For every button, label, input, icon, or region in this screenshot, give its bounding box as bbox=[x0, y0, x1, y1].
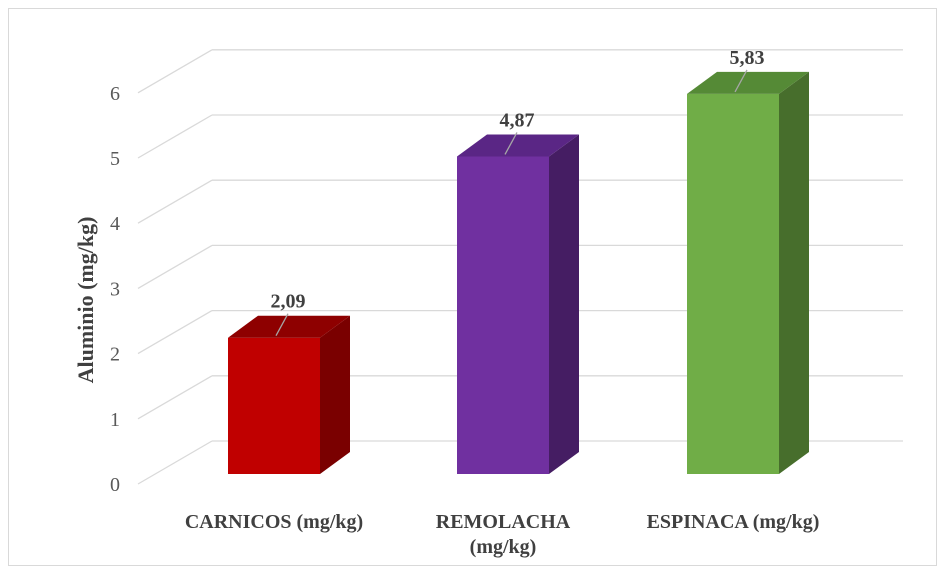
data-label-leader bbox=[734, 69, 748, 93]
x-category-line: REMOLACHA bbox=[436, 511, 571, 533]
gridline-diagonal bbox=[137, 375, 213, 420]
gridline-diagonal bbox=[137, 49, 213, 94]
y-tick-label: 5 bbox=[110, 148, 120, 170]
x-category-label: REMOLACHA (mg/kg) bbox=[436, 511, 571, 558]
data-label: 2,09 bbox=[271, 291, 306, 313]
gridline-diagonal bbox=[137, 244, 213, 289]
data-label-leader bbox=[275, 313, 289, 337]
bar-top-face bbox=[228, 315, 350, 338]
bar-side-face bbox=[779, 71, 809, 474]
bar-2 bbox=[457, 134, 579, 474]
data-labels: 2,09 4,87 5,83 bbox=[271, 47, 765, 337]
gridline-diagonal bbox=[137, 310, 213, 355]
y-tick-label: 2 bbox=[110, 344, 120, 366]
y-tick-label: 6 bbox=[110, 83, 120, 105]
y-tick-label: 4 bbox=[110, 213, 120, 235]
gridline-diagonal bbox=[137, 440, 213, 485]
bar-top-face bbox=[687, 71, 809, 94]
x-category-line: (mg/kg) bbox=[470, 536, 537, 558]
bar-top-face bbox=[457, 134, 579, 157]
x-category-line: ESPINACA (mg/kg) bbox=[647, 511, 820, 533]
bar-front-face bbox=[457, 156, 549, 474]
bar-side-face bbox=[320, 315, 350, 474]
y-axis-label: Aluminio (mg/kg) bbox=[73, 217, 98, 384]
y-tick-label: 0 bbox=[110, 474, 120, 496]
y-tick-label: 3 bbox=[110, 278, 120, 300]
x-category-line: CARNICOS (mg/kg) bbox=[185, 511, 363, 533]
y-tick-label: 1 bbox=[110, 409, 120, 431]
x-category-label: ESPINACA (mg/kg) bbox=[647, 511, 820, 533]
bar-front-face bbox=[687, 93, 779, 474]
bar-front-face bbox=[228, 337, 320, 474]
bar-side-face bbox=[549, 134, 579, 474]
data-label: 5,83 bbox=[730, 47, 765, 69]
x-category-label: CARNICOS (mg/kg) bbox=[185, 511, 363, 533]
gridline-diagonal bbox=[137, 114, 213, 159]
bars bbox=[228, 71, 809, 474]
x-axis-categories: CARNICOS (mg/kg) REMOLACHA (mg/kg) ESPINACA… bbox=[185, 511, 820, 558]
data-label: 4,87 bbox=[500, 109, 535, 131]
gridline-diagonal bbox=[137, 179, 213, 224]
y-axis-ticks: 0 1 2 3 4 5 6 bbox=[110, 83, 120, 496]
bar-3 bbox=[687, 71, 809, 474]
data-label-leader bbox=[504, 132, 518, 155]
bar-1 bbox=[228, 315, 350, 474]
